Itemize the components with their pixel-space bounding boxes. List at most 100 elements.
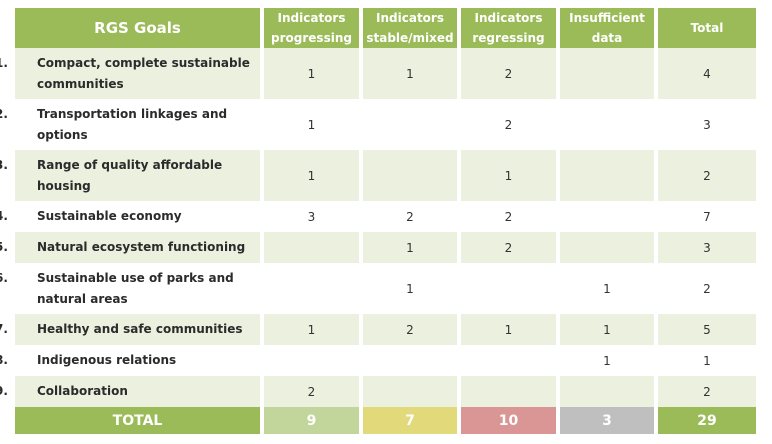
regressing-cell	[461, 376, 556, 407]
total-cell: 1	[658, 345, 756, 376]
regressing-cell: 1	[461, 150, 556, 201]
header-regressing-line-1: Indicators	[474, 11, 543, 25]
total-cell: 5	[658, 314, 756, 345]
insufficient-cell	[560, 376, 654, 407]
total-cell: 7	[658, 201, 756, 232]
insufficient-cell	[560, 150, 654, 201]
goal-number: 8.	[0, 353, 8, 367]
progressing-cell: 1	[264, 99, 359, 150]
total-insufficient: 3	[560, 407, 654, 434]
header-insufficient-data: Insufficient data	[560, 8, 654, 48]
goal-name: Sustainable economy	[37, 209, 182, 223]
progressing-cell: 3	[264, 201, 359, 232]
table-row: 8. Indigenous relations 1 1	[0, 345, 756, 376]
table-row: 6. Sustainable use of parks and natural a…	[0, 263, 756, 314]
regressing-cell: 1	[461, 314, 556, 345]
stable-cell	[363, 99, 457, 150]
header-insufficient-line-1: Insufficient	[569, 11, 645, 25]
stable-cell	[363, 345, 457, 376]
rgs-goals-table: RGS Goals Indicators progressing Indicat…	[0, 8, 760, 434]
header-indicators-stable: Indicators stable/mixed	[363, 8, 457, 48]
goal-cell: 6. Sustainable use of parks and natural a…	[0, 263, 260, 314]
goal-name: Transportation linkages and options	[37, 106, 228, 142]
totals-row: TOTAL 9 7 10 3 29	[15, 407, 756, 434]
stable-cell: 2	[363, 314, 457, 345]
table-row: 7. Healthy and safe communities 1 2 1 1 5	[0, 314, 756, 345]
insufficient-cell: 1	[560, 345, 654, 376]
goal-number: 2.	[0, 106, 8, 121]
goal-name: Indigenous relations	[37, 353, 177, 367]
goal-cell: 8. Indigenous relations	[0, 345, 260, 376]
total-progressing: 9	[264, 407, 359, 434]
totals-label: TOTAL	[15, 407, 260, 434]
progressing-cell	[264, 232, 359, 263]
goal-cell: 2. Transportation linkages and options	[0, 99, 260, 150]
header-indicators-regressing: Indicators regressing	[461, 8, 556, 48]
goal-number: 7.	[0, 322, 8, 336]
header-progressing-line-1: Indicators	[277, 11, 346, 25]
header-stable-line-2: stable/mixed	[366, 31, 454, 45]
progressing-cell: 1	[264, 48, 359, 99]
total-cell: 2	[658, 150, 756, 201]
total-cell: 3	[658, 232, 756, 263]
goal-cell: 5. Natural ecosystem functioning	[0, 232, 260, 263]
progressing-cell: 1	[264, 314, 359, 345]
grand-total: 29	[658, 407, 756, 434]
goal-number: 3.	[0, 157, 8, 172]
insufficient-cell: 1	[560, 314, 654, 345]
progressing-cell: 1	[264, 150, 359, 201]
goal-name: Collaboration	[37, 384, 128, 398]
header-total: Total	[658, 8, 756, 48]
total-stable: 7	[363, 407, 457, 434]
goal-number: 4.	[0, 209, 8, 223]
goal-cell: 4. Sustainable economy	[0, 201, 260, 232]
table-row: 3.Range of quality affordable housing 1 …	[0, 150, 756, 201]
stable-cell: 2	[363, 201, 457, 232]
table-row: 2.Transportation linkages and options 1 …	[0, 99, 756, 150]
stable-cell	[363, 376, 457, 407]
header-indicators-progressing: Indicators progressing	[264, 8, 359, 48]
regressing-cell	[461, 345, 556, 376]
goal-name: Range of quality affordable housing	[37, 157, 223, 193]
header-progressing-line-2: progressing	[271, 31, 352, 45]
insufficient-cell	[560, 201, 654, 232]
goal-cell: 1. Compact, complete sustainable communit…	[0, 48, 260, 99]
total-cell: 3	[658, 99, 756, 150]
table-row: 5. Natural ecosystem functioning 1 2 3	[0, 232, 756, 263]
stable-cell: 1	[363, 48, 457, 99]
regressing-cell: 2	[461, 48, 556, 99]
regressing-cell: 2	[461, 99, 556, 150]
goal-cell: 9. Collaboration	[0, 376, 260, 407]
insufficient-cell	[560, 232, 654, 263]
total-cell: 2	[658, 376, 756, 407]
progressing-cell	[264, 263, 359, 314]
stable-cell	[363, 150, 457, 201]
goal-number: 9.	[0, 384, 8, 398]
goal-cell: 7. Healthy and safe communities	[0, 314, 260, 345]
progressing-cell	[264, 345, 359, 376]
insufficient-cell	[560, 99, 654, 150]
header-regressing-line-2: regressing	[472, 31, 545, 45]
table-row: 1. Compact, complete sustainable communit…	[0, 48, 756, 99]
goal-name: Sustainable use of parks and natural are…	[37, 270, 234, 306]
goal-name: Healthy and safe communities	[37, 322, 243, 336]
regressing-cell	[461, 263, 556, 314]
total-cell: 2	[658, 263, 756, 314]
regressing-cell: 2	[461, 201, 556, 232]
total-cell: 4	[658, 48, 756, 99]
insufficient-cell: 1	[560, 263, 654, 314]
goal-number: 1.	[0, 55, 8, 70]
table-row: 9. Collaboration 2 2	[0, 376, 756, 407]
insufficient-cell	[560, 48, 654, 99]
total-regressing: 10	[461, 407, 556, 434]
goal-cell: 3. Range of quality affordable housing	[0, 150, 260, 201]
header-rgs-goals: RGS Goals	[15, 8, 260, 48]
goal-number: 5.	[0, 240, 8, 254]
stable-cell: 1	[363, 232, 457, 263]
header-row: RGS Goals Indicators progressing Indicat…	[15, 8, 756, 48]
header-stable-line-1: Indicators	[376, 11, 444, 25]
goal-name: Compact, complete sustainable communitie…	[37, 55, 250, 91]
header-insufficient-line-2: data	[591, 31, 623, 45]
progressing-cell: 2	[264, 376, 359, 407]
table-row: 4. Sustainable economy 3 2 2 7	[0, 201, 756, 232]
